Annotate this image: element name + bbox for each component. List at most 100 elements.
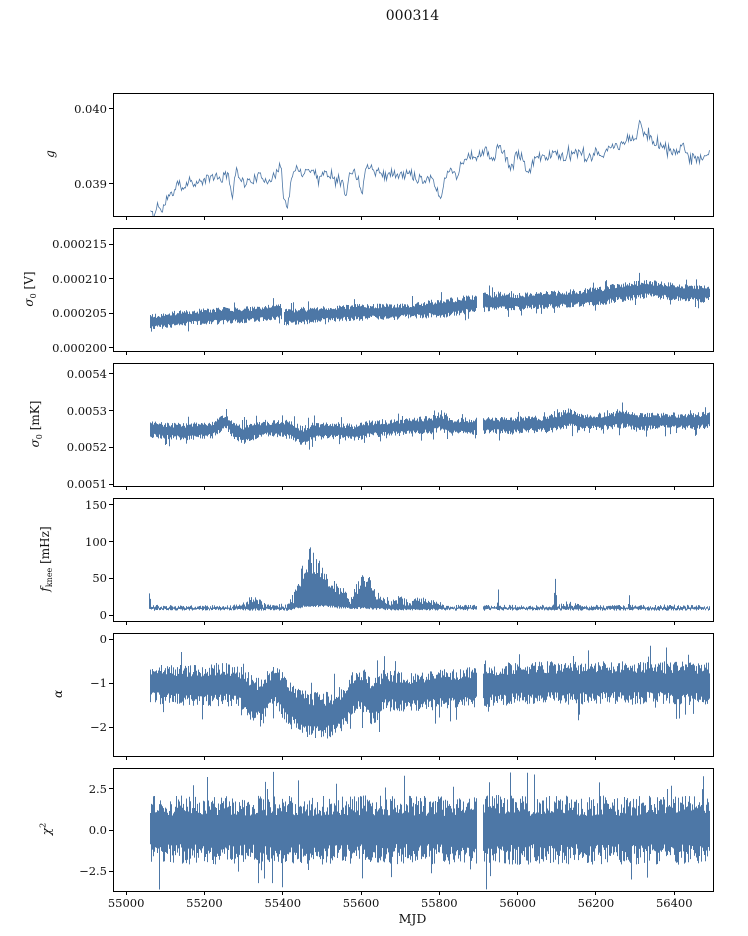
plot-area-alpha bbox=[114, 634, 713, 756]
y-tick bbox=[109, 483, 113, 485]
y-tick-label: 0.0054 bbox=[66, 366, 107, 381]
y-tick bbox=[109, 541, 113, 543]
x-tick bbox=[595, 756, 597, 760]
y-tick bbox=[109, 410, 113, 412]
x-tick-label: 56000 bbox=[499, 896, 536, 910]
x-tick-label: 55400 bbox=[264, 896, 302, 910]
x-tick bbox=[125, 891, 127, 895]
y-axis-label-alpha: α bbox=[51, 689, 65, 699]
y-tick-label: 0.0053 bbox=[66, 403, 107, 418]
x-tick bbox=[595, 216, 597, 220]
x-tick bbox=[438, 216, 440, 220]
x-tick-label: 56200 bbox=[577, 896, 615, 910]
x-tick bbox=[360, 621, 362, 625]
y-tick-label: 0.039 bbox=[74, 176, 107, 191]
y-tick bbox=[109, 108, 113, 110]
x-tick bbox=[517, 891, 519, 895]
y-tick bbox=[109, 788, 113, 790]
x-tick bbox=[203, 891, 205, 895]
y-tick bbox=[109, 373, 113, 375]
x-tick bbox=[673, 351, 675, 355]
y-tick-label: −1 bbox=[90, 676, 107, 691]
x-tick-label: 55000 bbox=[107, 896, 145, 910]
x-tick bbox=[360, 351, 362, 355]
x-tick bbox=[282, 756, 284, 760]
x-tick bbox=[438, 891, 440, 895]
y-tick bbox=[109, 577, 113, 579]
y-tick-label: 0.000205 bbox=[52, 306, 107, 321]
y-tick-label: 150 bbox=[85, 497, 107, 512]
y-tick bbox=[109, 638, 113, 640]
x-tick bbox=[673, 486, 675, 490]
x-tick bbox=[517, 756, 519, 760]
y-axis-label-chi2: χ2 bbox=[38, 822, 54, 836]
subplot-alpha: 0 −1 −2 bbox=[90, 632, 714, 760]
y-tick bbox=[109, 682, 113, 684]
subplot-fknee: 150 100 50 0 bbox=[85, 498, 714, 625]
y-tick bbox=[109, 183, 113, 185]
x-tick bbox=[517, 621, 519, 625]
plot-area-sigma0-mK bbox=[114, 364, 713, 486]
y-tick-label: −2 bbox=[90, 720, 107, 735]
y-tick-label: 2.5 bbox=[88, 781, 107, 796]
subplot-sigma0-V: 0.000215 0.000210 0.000205 0.000200 bbox=[52, 228, 714, 355]
x-tick bbox=[673, 756, 675, 760]
x-tick bbox=[673, 621, 675, 625]
x-tick bbox=[595, 621, 597, 625]
y-tick-label: 100 bbox=[85, 534, 107, 549]
x-tick bbox=[517, 486, 519, 490]
subplot-g: 0.040 0.039 bbox=[74, 93, 714, 220]
x-tick bbox=[203, 486, 205, 490]
x-tick bbox=[360, 891, 362, 895]
y-tick-label: 0.0 bbox=[88, 823, 107, 837]
x-tick bbox=[673, 891, 675, 895]
y-tick bbox=[109, 726, 113, 728]
y-tick bbox=[109, 278, 113, 280]
y-tick-label: 0.000200 bbox=[52, 340, 107, 355]
y-tick-label: 0.0051 bbox=[66, 477, 107, 492]
y-tick bbox=[109, 829, 113, 831]
plot-area-g bbox=[114, 94, 713, 216]
x-tick bbox=[360, 216, 362, 220]
y-tick-label: 0.000215 bbox=[52, 237, 107, 252]
plot-area-chi2 bbox=[114, 769, 713, 891]
y-tick bbox=[109, 243, 113, 245]
y-axis-label-sigma0-mK: σ0 [mK] bbox=[28, 400, 44, 448]
x-tick bbox=[438, 621, 440, 625]
x-tick bbox=[517, 216, 519, 220]
y-tick bbox=[109, 312, 113, 314]
subplot-sigma0-mK: 0.0054 0.0053 0.0052 0.0051 bbox=[67, 363, 714, 491]
x-tick bbox=[517, 351, 519, 355]
x-tick bbox=[125, 486, 127, 490]
x-tick bbox=[203, 216, 205, 220]
y-axis-label-g: g bbox=[43, 150, 57, 158]
x-tick bbox=[125, 216, 127, 220]
y-tick-label: −2.5 bbox=[79, 864, 107, 879]
x-tick-label: 56400 bbox=[655, 896, 693, 910]
x-tick bbox=[282, 351, 284, 355]
x-tick-label: 55600 bbox=[342, 896, 380, 910]
y-tick-label: 0.000210 bbox=[52, 271, 107, 286]
y-tick-label: 0 bbox=[99, 608, 107, 623]
y-tick bbox=[109, 870, 113, 872]
x-tick bbox=[125, 756, 127, 760]
x-tick bbox=[125, 621, 127, 625]
x-tick bbox=[595, 351, 597, 355]
y-tick-label: 0.040 bbox=[74, 101, 107, 116]
y-tick bbox=[109, 504, 113, 506]
y-axis-label-fknee: fknee [mHz] bbox=[38, 526, 54, 592]
x-tick bbox=[203, 756, 205, 760]
y-tick-label: 0 bbox=[99, 632, 107, 647]
x-tick bbox=[438, 351, 440, 355]
x-tick bbox=[595, 486, 597, 490]
x-tick bbox=[438, 756, 440, 760]
x-tick bbox=[595, 891, 597, 895]
plot-area-fknee bbox=[114, 499, 713, 621]
x-axis-label: MJD bbox=[398, 911, 427, 926]
x-tick bbox=[203, 351, 205, 355]
x-tick-label: 55800 bbox=[421, 896, 458, 910]
x-tick bbox=[282, 621, 284, 625]
x-tick bbox=[360, 756, 362, 760]
x-tick bbox=[282, 216, 284, 220]
